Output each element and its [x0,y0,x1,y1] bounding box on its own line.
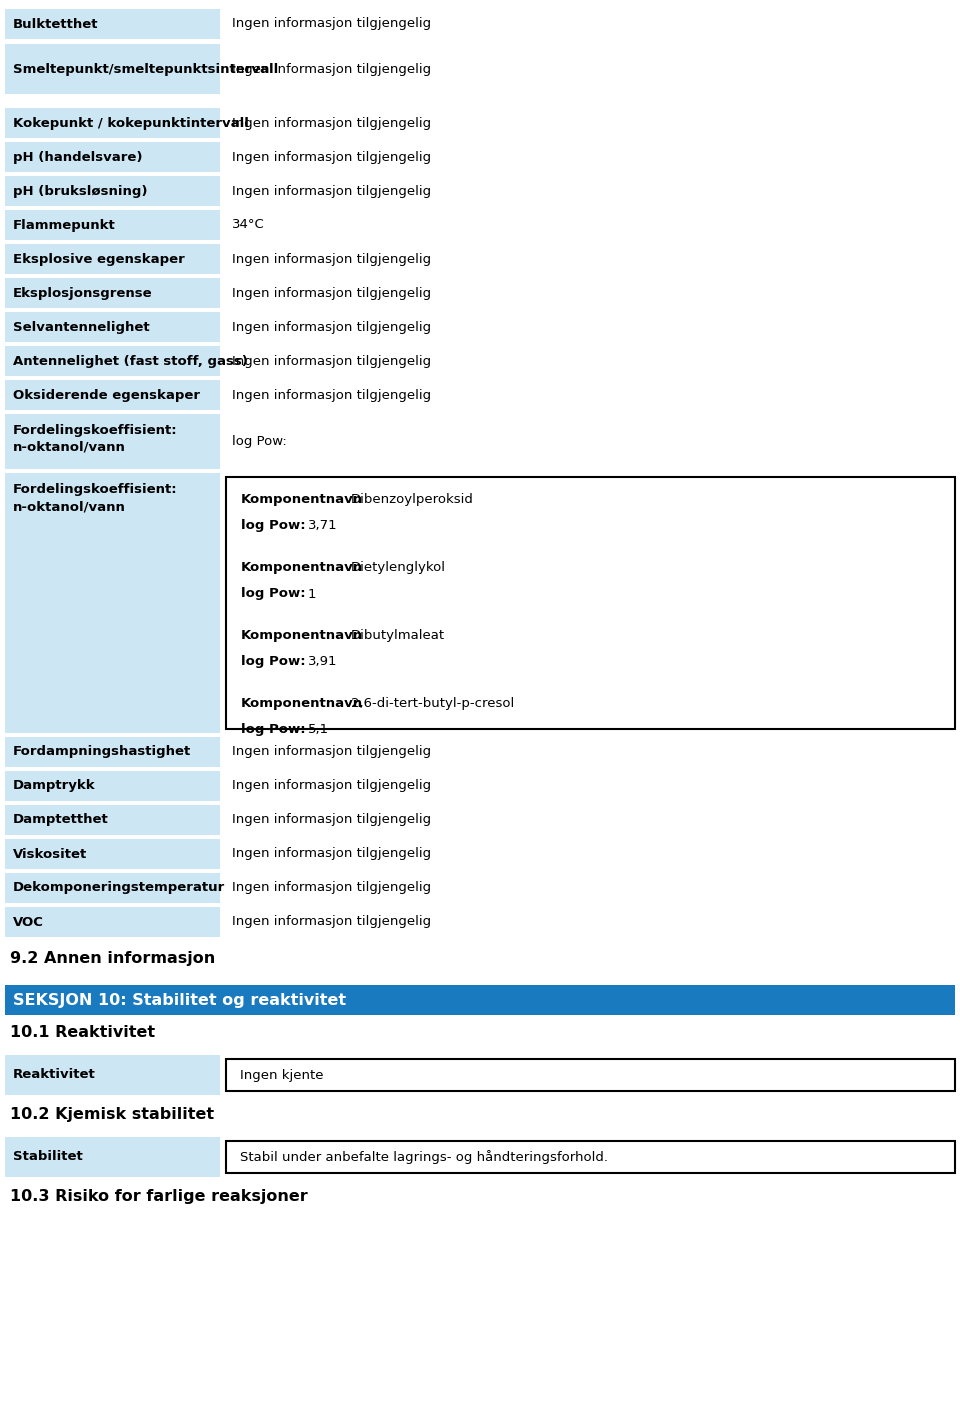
Text: Dietylenglykol: Dietylenglykol [351,562,446,575]
Text: Stabilitet: Stabilitet [13,1151,83,1164]
Text: log Pow:: log Pow: [241,723,305,737]
Text: Ingen informasjon tilgjengelig: Ingen informasjon tilgjengelig [232,151,431,163]
Text: pH (bruksløsning): pH (bruksløsning) [13,185,148,197]
Text: Dibutylmaleat: Dibutylmaleat [351,630,445,643]
Text: Ingen informasjon tilgjengelig: Ingen informasjon tilgjengelig [232,882,431,895]
Text: 1: 1 [308,588,317,600]
Bar [5,473,220,733]
Text: Komponentnavn: Komponentnavn [241,562,363,575]
Bar [226,1060,955,1091]
Bar [5,907,220,937]
Text: Ingen informasjon tilgjengelig: Ingen informasjon tilgjengelig [232,813,431,827]
Bar [5,176,220,206]
Text: Smeltepunkt/smeltepunktsintervall: Smeltepunkt/smeltepunktsintervall [13,62,278,76]
Bar [5,278,220,309]
Text: Ingen informasjon tilgjengelig: Ingen informasjon tilgjengelig [232,17,431,31]
Bar [5,1055,220,1095]
Text: SEKSJON 10: Stabilitet og reaktivitet: SEKSJON 10: Stabilitet og reaktivitet [13,992,347,1007]
Text: Fordelingskoeffisient:
n-oktanol/vann: Fordelingskoeffisient: n-oktanol/vann [13,424,178,454]
Text: 10.2 Kjemisk stabilitet: 10.2 Kjemisk stabilitet [10,1107,214,1122]
Bar [5,805,220,836]
Bar [226,478,955,728]
Text: Reaktivitet: Reaktivitet [13,1068,96,1082]
Text: Ingen informasjon tilgjengelig: Ingen informasjon tilgjengelig [232,389,431,402]
Text: Ingen informasjon tilgjengelig: Ingen informasjon tilgjengelig [232,916,431,929]
Text: Dekomponeringstemperatur: Dekomponeringstemperatur [13,882,226,895]
Bar [5,771,220,800]
Text: Stabil under anbefalte lagrings- og håndteringsforhold.: Stabil under anbefalte lagrings- og hånd… [240,1150,608,1164]
Text: Ingen informasjon tilgjengelig: Ingen informasjon tilgjengelig [232,62,431,76]
Text: 9.2 Annen informasjon: 9.2 Annen informasjon [10,951,215,967]
Text: 10.1 Reaktivitet: 10.1 Reaktivitet [10,1024,156,1040]
Bar [5,108,220,138]
Text: VOC: VOC [13,916,44,929]
Text: 2,6-di-tert-butyl-p-cresol: 2,6-di-tert-butyl-p-cresol [351,697,515,710]
Text: 3,91: 3,91 [308,655,338,668]
Bar [5,737,220,766]
Text: Flammepunkt: Flammepunkt [13,218,116,231]
Bar [5,838,220,869]
Text: Komponentnavn: Komponentnavn [241,630,363,643]
Bar [5,380,220,410]
Text: Ingen informasjon tilgjengelig: Ingen informasjon tilgjengelig [232,745,431,758]
Bar [5,142,220,172]
Text: Fordampningshastighet: Fordampningshastighet [13,745,191,758]
Text: Ingen informasjon tilgjengelig: Ingen informasjon tilgjengelig [232,779,431,792]
Text: 34°C: 34°C [232,218,265,231]
Text: Ingen informasjon tilgjengelig: Ingen informasjon tilgjengelig [232,252,431,265]
Text: Viskositet: Viskositet [13,847,87,861]
Bar [5,44,220,94]
Text: Kokepunkt / kokepunktintervall: Kokepunkt / kokepunktintervall [13,117,249,130]
Bar [5,244,220,273]
Text: Ingen informasjon tilgjengelig: Ingen informasjon tilgjengelig [232,355,431,368]
Text: 3,71: 3,71 [308,520,338,533]
Text: Ingen informasjon tilgjengelig: Ingen informasjon tilgjengelig [232,847,431,861]
Bar [226,1141,955,1174]
Text: Ingen informasjon tilgjengelig: Ingen informasjon tilgjengelig [232,185,431,197]
Text: Komponentnavn: Komponentnavn [241,697,363,710]
Text: pH (handelsvare): pH (handelsvare) [13,151,142,163]
Text: Eksplosive egenskaper: Eksplosive egenskaper [13,252,184,265]
Bar [5,347,220,376]
Bar [5,311,220,342]
Bar [5,985,955,1014]
Text: Ingen informasjon tilgjengelig: Ingen informasjon tilgjengelig [232,320,431,334]
Text: Ingen informasjon tilgjengelig: Ingen informasjon tilgjengelig [232,286,431,300]
Bar [5,874,220,903]
Text: Dibenzoylperoksid: Dibenzoylperoksid [351,493,474,506]
Text: Eksplosjonsgrense: Eksplosjonsgrense [13,286,153,300]
Text: 10.3 Risiko for farlige reaksjoner: 10.3 Risiko for farlige reaksjoner [10,1189,308,1205]
Text: Ingen kjente: Ingen kjente [240,1068,324,1082]
Text: Damptetthet: Damptetthet [13,813,108,827]
Text: Oksiderende egenskaper: Oksiderende egenskaper [13,389,200,402]
Bar [5,8,220,39]
Text: Bulktetthet: Bulktetthet [13,17,99,31]
Bar [5,414,220,469]
Text: Komponentnavn: Komponentnavn [241,493,363,506]
Bar [5,1137,220,1177]
Text: Ingen informasjon tilgjengelig: Ingen informasjon tilgjengelig [232,117,431,130]
Text: Damptrykk: Damptrykk [13,779,96,792]
Text: 5,1: 5,1 [308,723,329,737]
Text: log Pow:: log Pow: [241,655,305,668]
Text: Fordelingskoeffisient:
n-oktanol/vann: Fordelingskoeffisient: n-oktanol/vann [13,483,178,513]
Text: log Pow:: log Pow: [241,520,305,533]
Text: Selvantennelighet: Selvantennelighet [13,320,150,334]
Text: Antennelighet (fast stoff, gass): Antennelighet (fast stoff, gass) [13,355,248,368]
Text: log Pow:: log Pow: [232,435,287,448]
Bar [5,210,220,240]
Text: log Pow:: log Pow: [241,588,305,600]
